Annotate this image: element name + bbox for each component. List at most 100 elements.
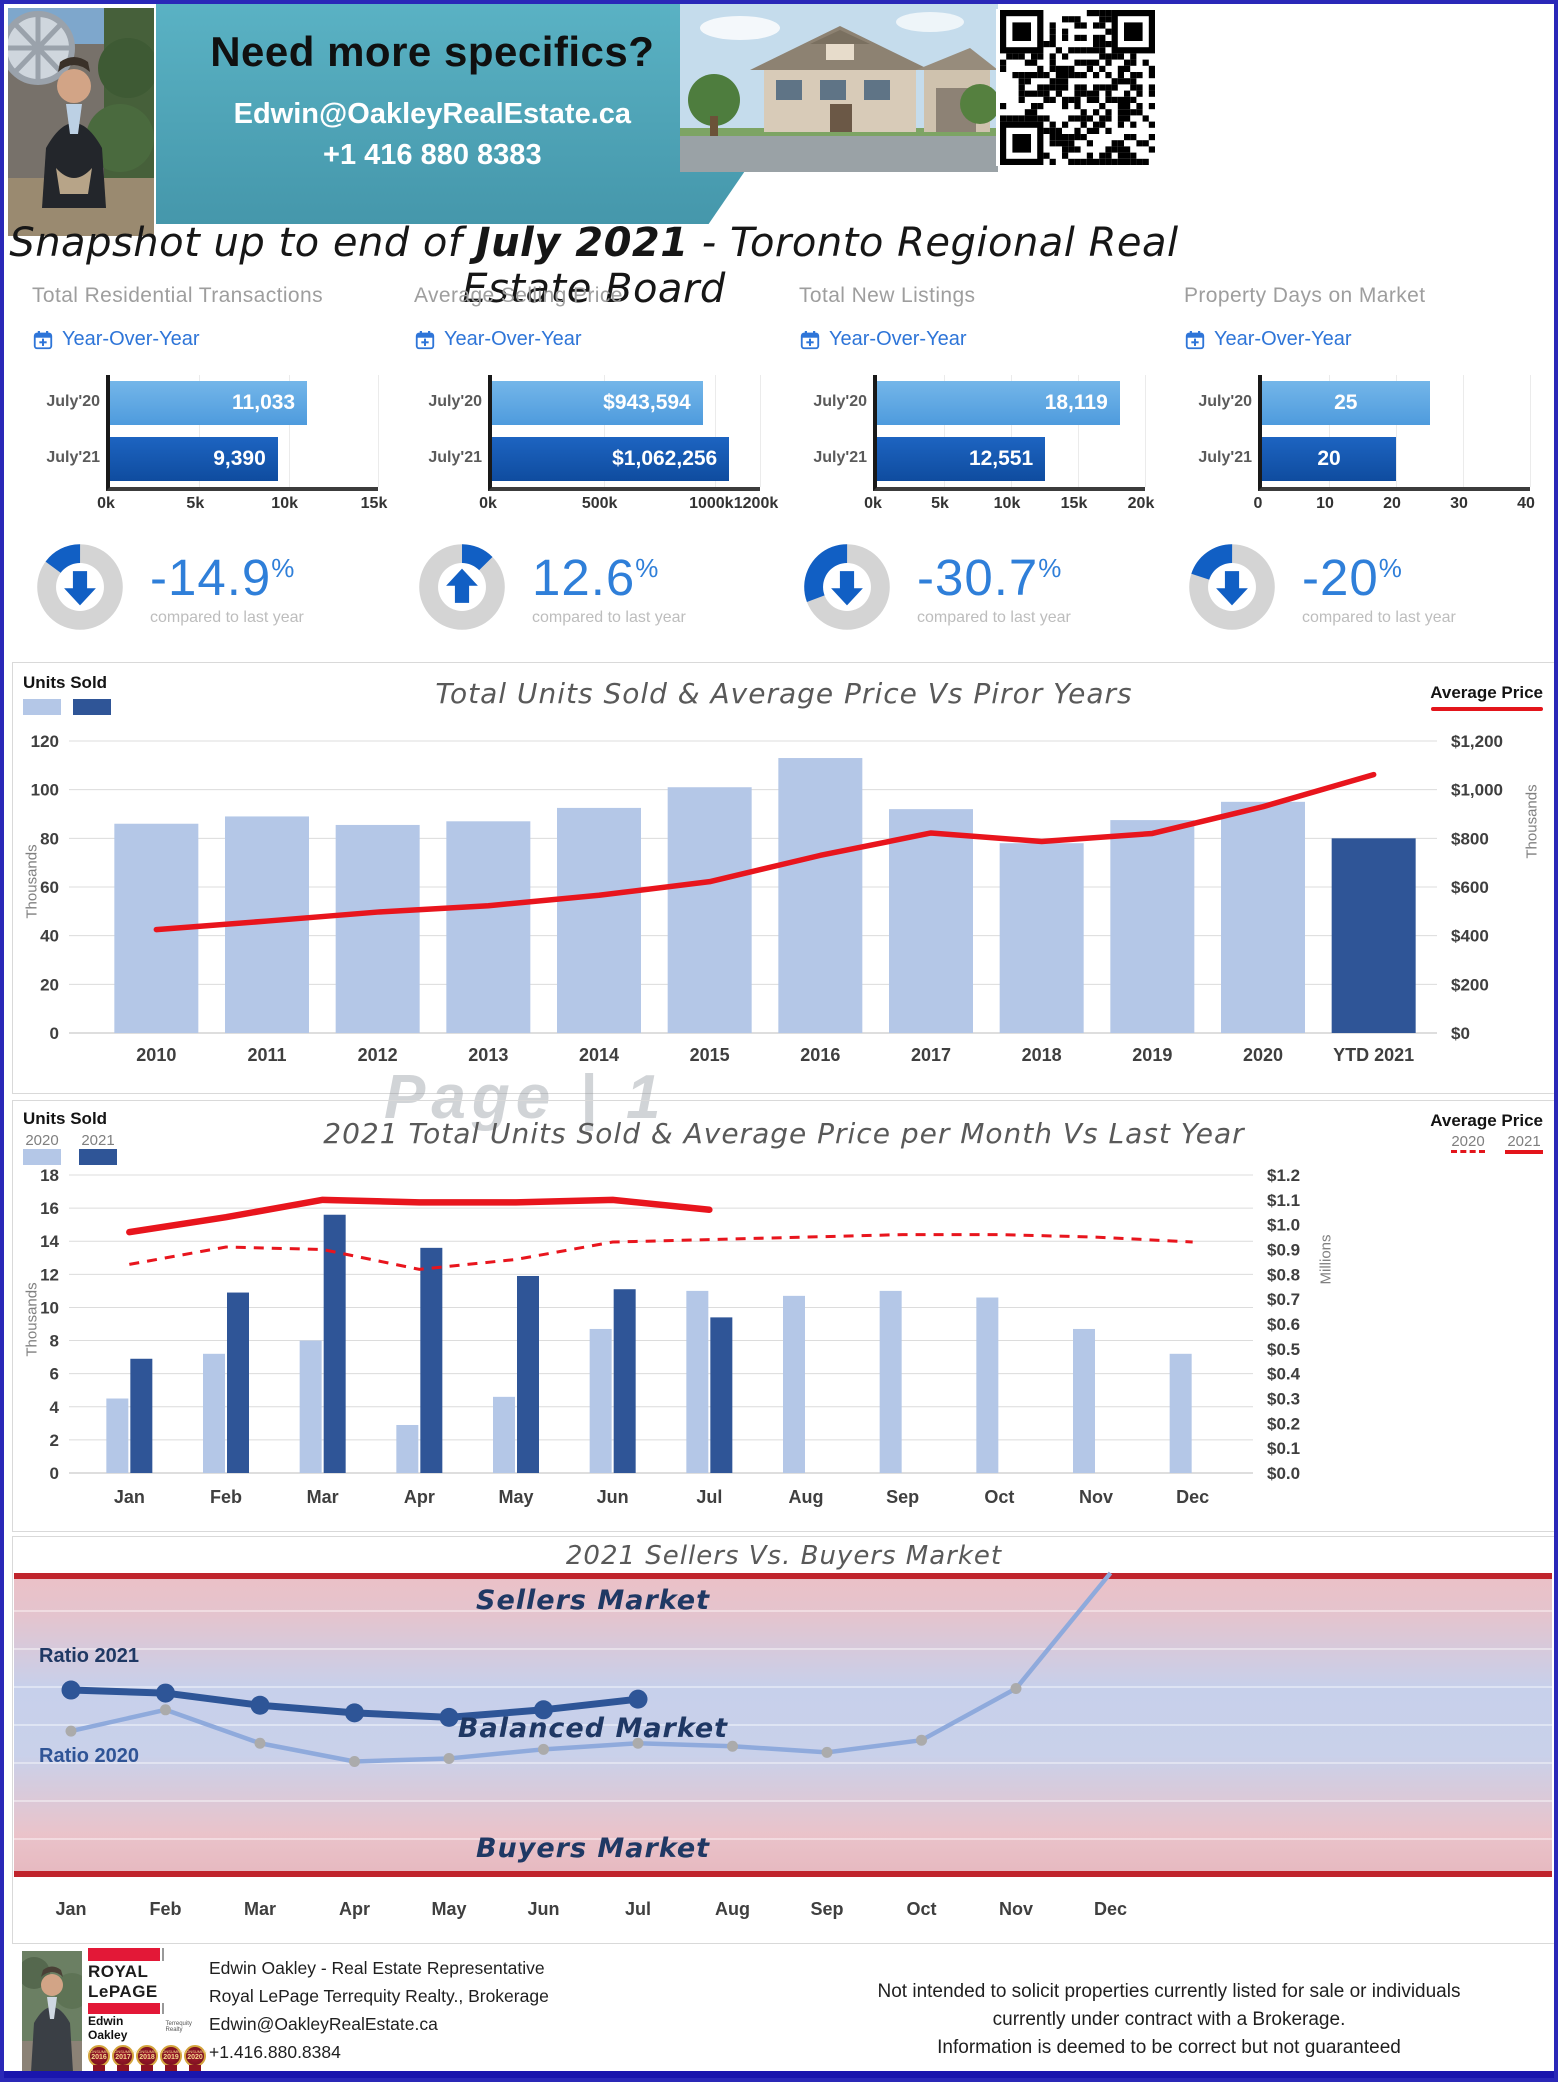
qr-code [996,9,1166,166]
kpi-bar-value: $1,062,256 [612,447,718,470]
kpi-axis-tick: 20k [1127,495,1155,512]
footer-agent-line: Edwin Oakley - Real Estate Representativ… [209,1958,545,1978]
kpi-bar-July'20: 11,033 [110,381,308,425]
svg-text:2011: 2011 [247,1045,286,1065]
svg-text:Jun: Jun [527,1899,559,1919]
svg-text:$400: $400 [1451,927,1489,946]
kpi-axis-tick: 5k [931,495,949,512]
kpi-axis-tick: 10k [271,495,299,512]
svg-text:Jan: Jan [114,1487,145,1507]
svg-text:14: 14 [40,1232,59,1251]
kpi-period-selector: Year-Over-Year [414,328,768,351]
kpi-bar-July'21: 12,551 [877,437,1046,481]
kpi-change-row: -20% compared to last year [1188,543,1538,631]
svg-text:4: 4 [50,1398,60,1417]
svg-text:120: 120 [31,732,59,751]
kpi-bar-chart: 11,033 July'20 9,390 July'21 [46,375,379,491]
svg-text:May: May [498,1487,533,1507]
kpi-axis-ticks: 0 10 20 30 40 [1254,495,1535,517]
chart1-legend-title: Units Sold [23,673,108,692]
footer-agent-photo [22,1951,82,2072]
badge-label: CONSUMER [183,2049,207,2054]
svg-text:Feb: Feb [210,1487,242,1507]
kpi-axis-tick: 15k [1060,495,1088,512]
kpi-gridline [1145,375,1146,487]
svg-text:40: 40 [40,927,59,946]
badge-circle: CONSUMER 2017 [111,2045,135,2067]
kpi-bar-chart: 18,119 July'20 12,551 July'21 [813,375,1146,491]
kpi-bar-July'21: $1,062,256 [492,437,730,481]
logo-red-bar-top [88,1948,208,1961]
award-badge-2017: CONSUMER 2017 [111,2045,135,2077]
badge-year: 2020 [187,2054,203,2061]
svg-text:Dec: Dec [1176,1487,1209,1507]
svg-text:$1.2: $1.2 [1267,1166,1300,1185]
svg-text:$0.3: $0.3 [1267,1390,1300,1409]
house-photo [680,4,1000,172]
kpi-change-value: -14.9% [150,548,296,606]
kpi-change-note: compared to last year [150,608,304,626]
banner-phone: +1 416 880 8383 [323,139,542,171]
badge-ribbon [165,2065,177,2076]
svg-text:Oct: Oct [984,1487,1014,1507]
kpi-gridline [715,375,717,487]
badge-year: 2019 [163,2054,179,2061]
kpi-axis-tick: 0 [1253,495,1263,512]
watermark: Page | 1 [384,1063,667,1132]
balanced-market-label: Balanced Market [457,1713,729,1744]
chart1-avg-price-label: Average Price [1430,683,1543,702]
kpi-axis-tick: 15k [360,495,388,512]
kpi-axis-ticks: 0k 5k 10k 15k [97,495,387,517]
award-badge-2020: CONSUMER 2020 [183,2045,207,2077]
ratio-2020-label: Ratio 2020 [39,1745,140,1767]
chart2-avg-price-label: Average Price [1430,1111,1543,1130]
svg-text:Nov: Nov [1079,1487,1113,1507]
buyers-market-label: Buyers Market [475,1833,711,1864]
svg-text:80: 80 [40,829,59,848]
svg-text:$0.6: $0.6 [1267,1315,1300,1334]
svg-text:$0.0: $0.0 [1267,1464,1300,1483]
percent-sign: % [1378,552,1403,583]
calendar-icon [415,330,435,349]
chart2-legend-title: Units Sold [23,1109,108,1128]
svg-text:Dec: Dec [1094,1899,1127,1919]
svg-text:$0.1: $0.1 [1267,1439,1300,1458]
kpi-change-donut [37,544,123,630]
svg-text:Aug: Aug [789,1487,824,1507]
chart1-swatch-light [23,699,61,715]
kpi-axis-tick: 1000k [689,495,734,512]
chart1-plot: 0 $0 20 $200 40 $400 60 $600 80 $800 100 $1,000 120 $… [31,732,1503,1065]
kpi-bar-label: July'20 [1198,393,1252,410]
badge-year: 2018 [139,2054,155,2061]
chart2-title: 2021 Total Units Sold & Average Price pe… [323,1117,1245,1150]
yoy-label: Year-Over-Year [829,328,967,350]
chart2-dashed-line-key [1451,1150,1485,1153]
svg-text:May: May [431,1899,466,1919]
sellers-market-label: Sellers Market [476,1585,710,1616]
kpi-2: Average Selling Price Year-Over-Year $943,… [406,284,778,631]
kpi-bar-value: 18,119 [1044,391,1108,414]
kpi-axis-tick: 20 [1383,495,1401,512]
svg-text:$0: $0 [1451,1024,1470,1043]
kpi-gridline [1329,375,1330,487]
kpi-change-note: compared to last year [1302,608,1456,626]
kpi-axis-tick: 10k [993,495,1021,512]
kpi-gridline [288,375,290,487]
yoy-label: Year-Over-Year [62,328,200,350]
badge-year: 2016 [91,2054,107,2061]
svg-text:$0.2: $0.2 [1267,1414,1300,1433]
kpi-bar-value: 12,551 [968,447,1034,470]
svg-text:2018: 2018 [1022,1045,1062,1065]
agent-photo [8,8,154,236]
page-title-prefix: Snapshot up to end of [9,220,476,266]
kpi-bar-July'20: $943,594 [492,381,703,425]
svg-text:$1,000: $1,000 [1451,781,1503,800]
kpi-change-value: -30.7% [917,548,1063,606]
svg-text:2016: 2016 [800,1045,840,1065]
logo-brokerage-name: Terrequity Realty [165,2021,192,2033]
svg-text:2013: 2013 [468,1045,508,1065]
badge-circle: CONSUMER 2016 [87,2045,111,2067]
award-badge-2016: CONSUMER 2016 [87,2045,111,2077]
contact-banner: Need more specifics? Edwin@OakleyRealEst… [156,4,784,224]
percent-sign: % [635,552,660,583]
